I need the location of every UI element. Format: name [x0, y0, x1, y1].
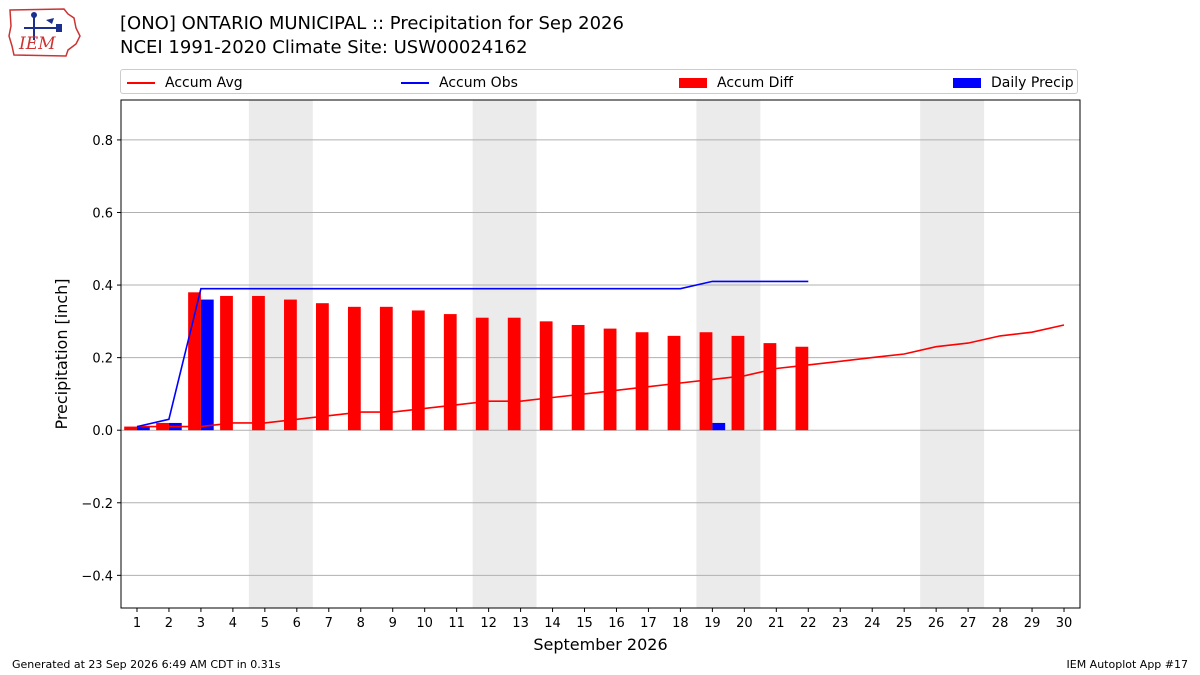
- y-tick-label-3: 0.2: [92, 352, 113, 367]
- bar-accum-diff-day-9: [379, 306, 393, 431]
- weekend-shade-3: [920, 100, 985, 608]
- x-tick-label-6: 6: [293, 616, 301, 631]
- x-tick-label-12: 12: [480, 616, 497, 631]
- x-tick-label-2: 2: [165, 616, 173, 631]
- line-accum-avg: [137, 324, 1065, 428]
- x-tick-label-14: 14: [544, 616, 561, 631]
- y-tick-label-5: 0.6: [92, 206, 113, 221]
- bar-accum-diff-day-16: [603, 328, 617, 431]
- plot-frame: [120, 99, 1081, 609]
- chart-title: [ONO] ONTARIO MUNICIPAL :: Precipitation…: [120, 12, 624, 60]
- bar-accum-diff-day-7: [315, 303, 329, 431]
- bar-accum-diff-day-14: [539, 321, 553, 431]
- bar-daily-precip-day-19: [712, 422, 726, 431]
- x-tick-label-7: 7: [325, 616, 333, 631]
- legend-label-accum-obs: Accum Obs: [439, 74, 518, 91]
- footer-app: IEM Autoplot App #17: [1066, 658, 1189, 671]
- legend-label-accum-diff: Accum Diff: [717, 74, 794, 91]
- logo-text: IEM: [19, 34, 56, 54]
- bar-daily-precip-day-3: [200, 299, 214, 431]
- title-line-1: [ONO] ONTARIO MUNICIPAL :: Precipitation…: [120, 13, 624, 34]
- legend-item-accum-avg: Accum Avg: [127, 70, 243, 95]
- bar-accum-diff-day-6: [284, 299, 297, 431]
- legend-item-daily-precip: Daily Precip: [953, 70, 1074, 95]
- x-tick-label-27: 27: [960, 616, 977, 631]
- bar-accum-diff-day-15: [571, 324, 585, 431]
- x-tick-label-16: 16: [608, 616, 625, 631]
- bar-accum-diff-day-5: [252, 295, 265, 431]
- x-tick-label-28: 28: [992, 616, 1009, 631]
- bar-accum-diff-day-4: [220, 295, 233, 431]
- x-tick-label-20: 20: [736, 616, 753, 631]
- y-tick-label-0: −0.4: [81, 569, 113, 584]
- line-accum-obs: [136, 280, 809, 428]
- x-tick-label-23: 23: [832, 616, 849, 631]
- legend-label-daily-precip: Daily Precip: [991, 74, 1074, 91]
- bar-accum-diff-day-11: [443, 314, 457, 431]
- y-axis-label: Precipitation [inch]: [52, 278, 71, 429]
- legend-swatch-accum-avg: [127, 81, 155, 84]
- x-tick-label-18: 18: [672, 616, 689, 631]
- x-tick-label-3: 3: [197, 616, 205, 631]
- x-tick-label-21: 21: [768, 616, 785, 631]
- y-tick-label-1: −0.2: [81, 497, 113, 512]
- x-tick-label-8: 8: [357, 616, 365, 631]
- bar-accum-diff-day-21: [763, 343, 777, 431]
- x-tick-label-17: 17: [640, 616, 657, 631]
- x-tick-label-30: 30: [1056, 616, 1073, 631]
- bar-accum-diff-day-19: [699, 332, 713, 431]
- x-tick-label-11: 11: [448, 616, 465, 631]
- legend: Accum Avg Accum Obs Accum Diff Daily Pre…: [120, 69, 1078, 94]
- x-tick-label-1: 1: [133, 616, 141, 631]
- y-tick-label-4: 0.4: [92, 279, 113, 294]
- bar-daily-precip-day-1: [136, 426, 150, 431]
- bar-accum-diff-day-22: [795, 346, 809, 431]
- bar-accum-diff-day-20: [731, 335, 745, 431]
- x-tick-label-4: 4: [229, 616, 237, 631]
- x-tick-label-19: 19: [704, 616, 721, 631]
- x-axis-label: September 2026: [533, 635, 667, 654]
- legend-swatch-accum-diff: [679, 77, 707, 88]
- x-tick-label-24: 24: [864, 616, 881, 631]
- bar-accum-diff-day-1: [124, 426, 137, 431]
- y-tick-label-2: 0.0: [92, 424, 113, 439]
- title-line-2: NCEI 1991-2020 Climate Site: USW00024162: [120, 37, 528, 58]
- x-tick-label-15: 15: [576, 616, 593, 631]
- legend-swatch-accum-obs: [401, 81, 429, 84]
- bar-accum-diff-day-8: [347, 306, 361, 431]
- bar-accum-diff-day-12: [475, 317, 489, 431]
- x-tick-label-10: 10: [416, 616, 433, 631]
- legend-swatch-daily-precip: [953, 77, 981, 88]
- x-tick-label-25: 25: [896, 616, 913, 631]
- bar-accum-diff-day-10: [411, 310, 425, 431]
- x-tick-label-29: 29: [1024, 616, 1041, 631]
- x-tick-label-13: 13: [512, 616, 529, 631]
- x-tick-label-22: 22: [800, 616, 817, 631]
- iem-logo: IEM: [8, 6, 82, 60]
- legend-label-accum-avg: Accum Avg: [165, 74, 243, 91]
- x-tick-label-26: 26: [928, 616, 945, 631]
- footer-generated: Generated at 23 Sep 2026 6:49 AM CDT in …: [12, 658, 281, 671]
- bar-accum-diff-day-13: [507, 317, 521, 431]
- y-tick-label-6: 0.8: [92, 134, 113, 149]
- bar-accum-diff-day-17: [635, 332, 649, 431]
- x-tick-label-9: 9: [389, 616, 397, 631]
- x-tick-label-5: 5: [261, 616, 269, 631]
- legend-item-accum-diff: Accum Diff: [679, 70, 793, 95]
- legend-item-accum-obs: Accum Obs: [401, 70, 518, 95]
